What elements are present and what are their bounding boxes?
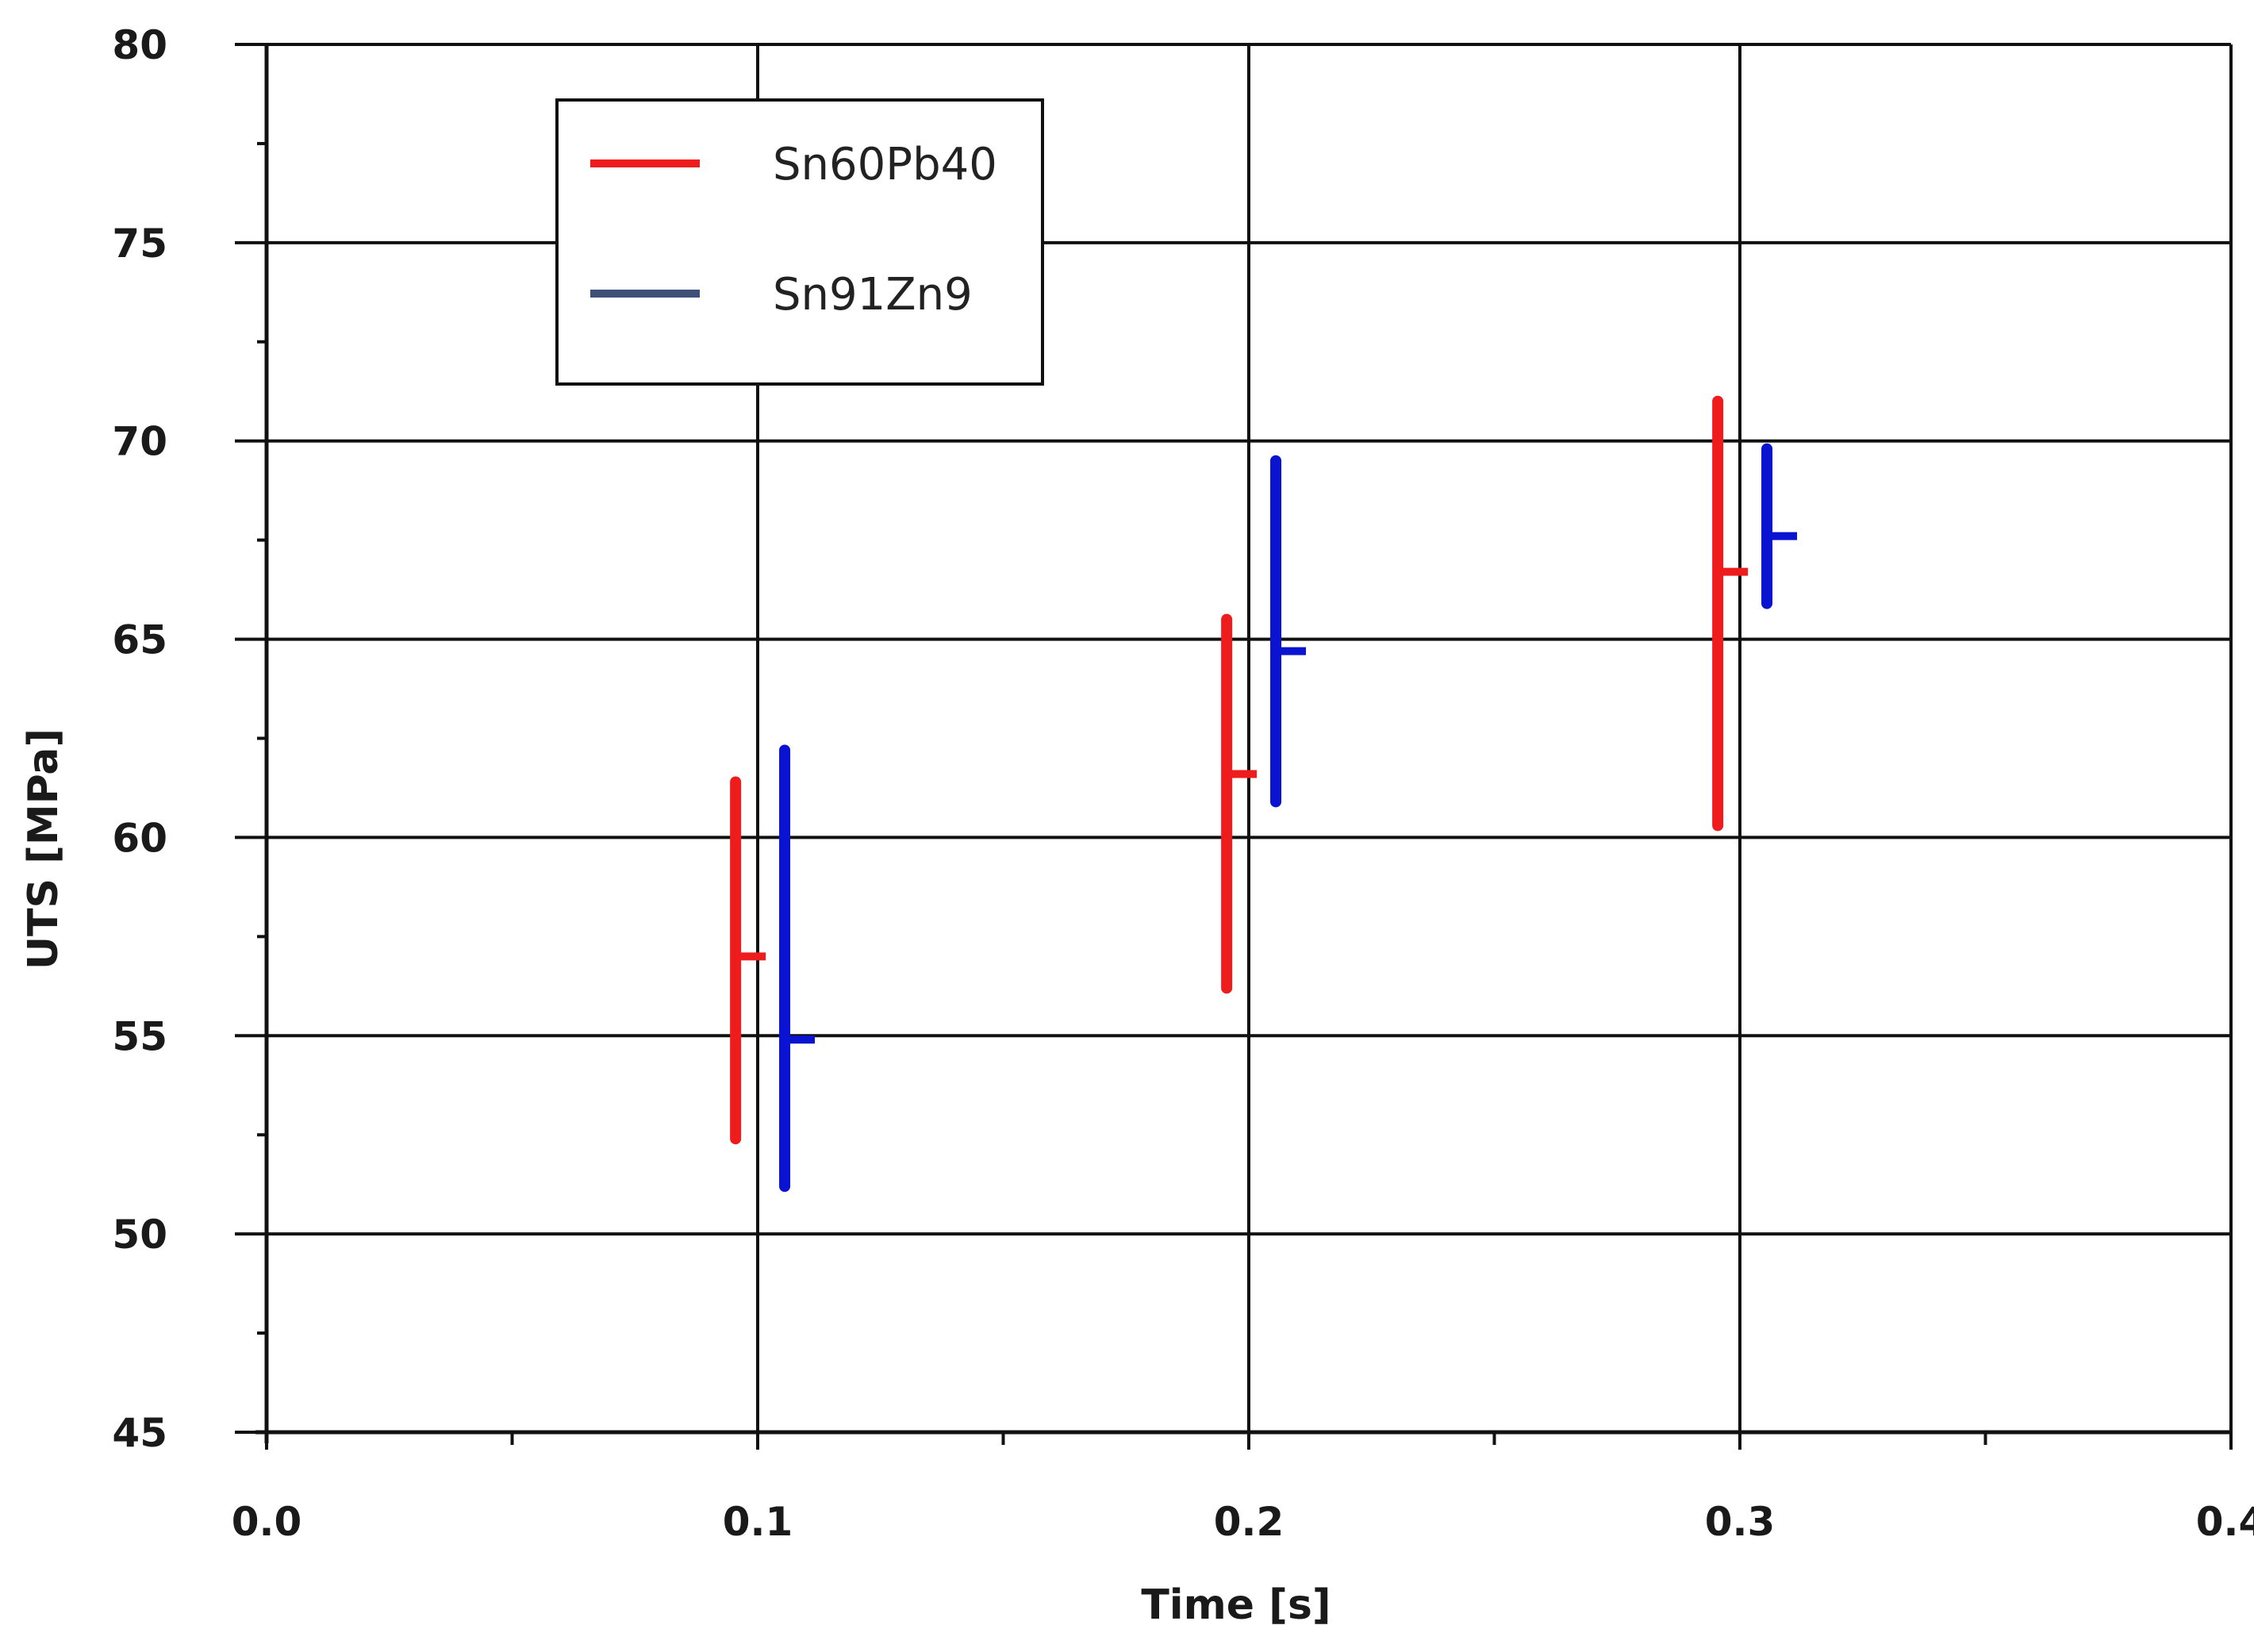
y-tick-label-4: 65 [112,617,167,663]
legend: Sn60Pb40 Sn91Zn9 [555,98,1044,386]
y-tick-label-5: 70 [112,419,167,465]
x-tick-label-1: 0.1 [723,1499,793,1545]
x-tick-label-2: 0.2 [1214,1499,1284,1545]
y-tick-label-0: 45 [112,1410,167,1456]
y-tick-label-3: 60 [112,815,167,861]
x-tick-label-3: 0.3 [1705,1499,1776,1545]
y-tick-label-1: 50 [112,1212,167,1258]
y-tick-label-2: 55 [112,1013,167,1059]
x-axis-title: Time [s] [1141,1581,1331,1629]
y-tick-label-7: 80 [112,22,167,68]
y-tick-label-6: 75 [112,221,167,267]
x-tick-label-4: 0.4 [2196,1499,2254,1545]
series-layer [730,395,1798,1193]
legend-box [555,98,1044,386]
x-tick-label-0: 0.0 [232,1499,302,1545]
legend-label-1: Sn91Zn9 [773,269,973,321]
y-axis-title: UTS [MPa] [20,728,67,970]
legend-label-0: Sn60Pb40 [773,139,997,190]
tick-labels: 45 50 55 60 65 70 75 80 0.0 0.1 0.2 0.3 0.4 [112,22,2254,1545]
axes [235,43,2233,1450]
